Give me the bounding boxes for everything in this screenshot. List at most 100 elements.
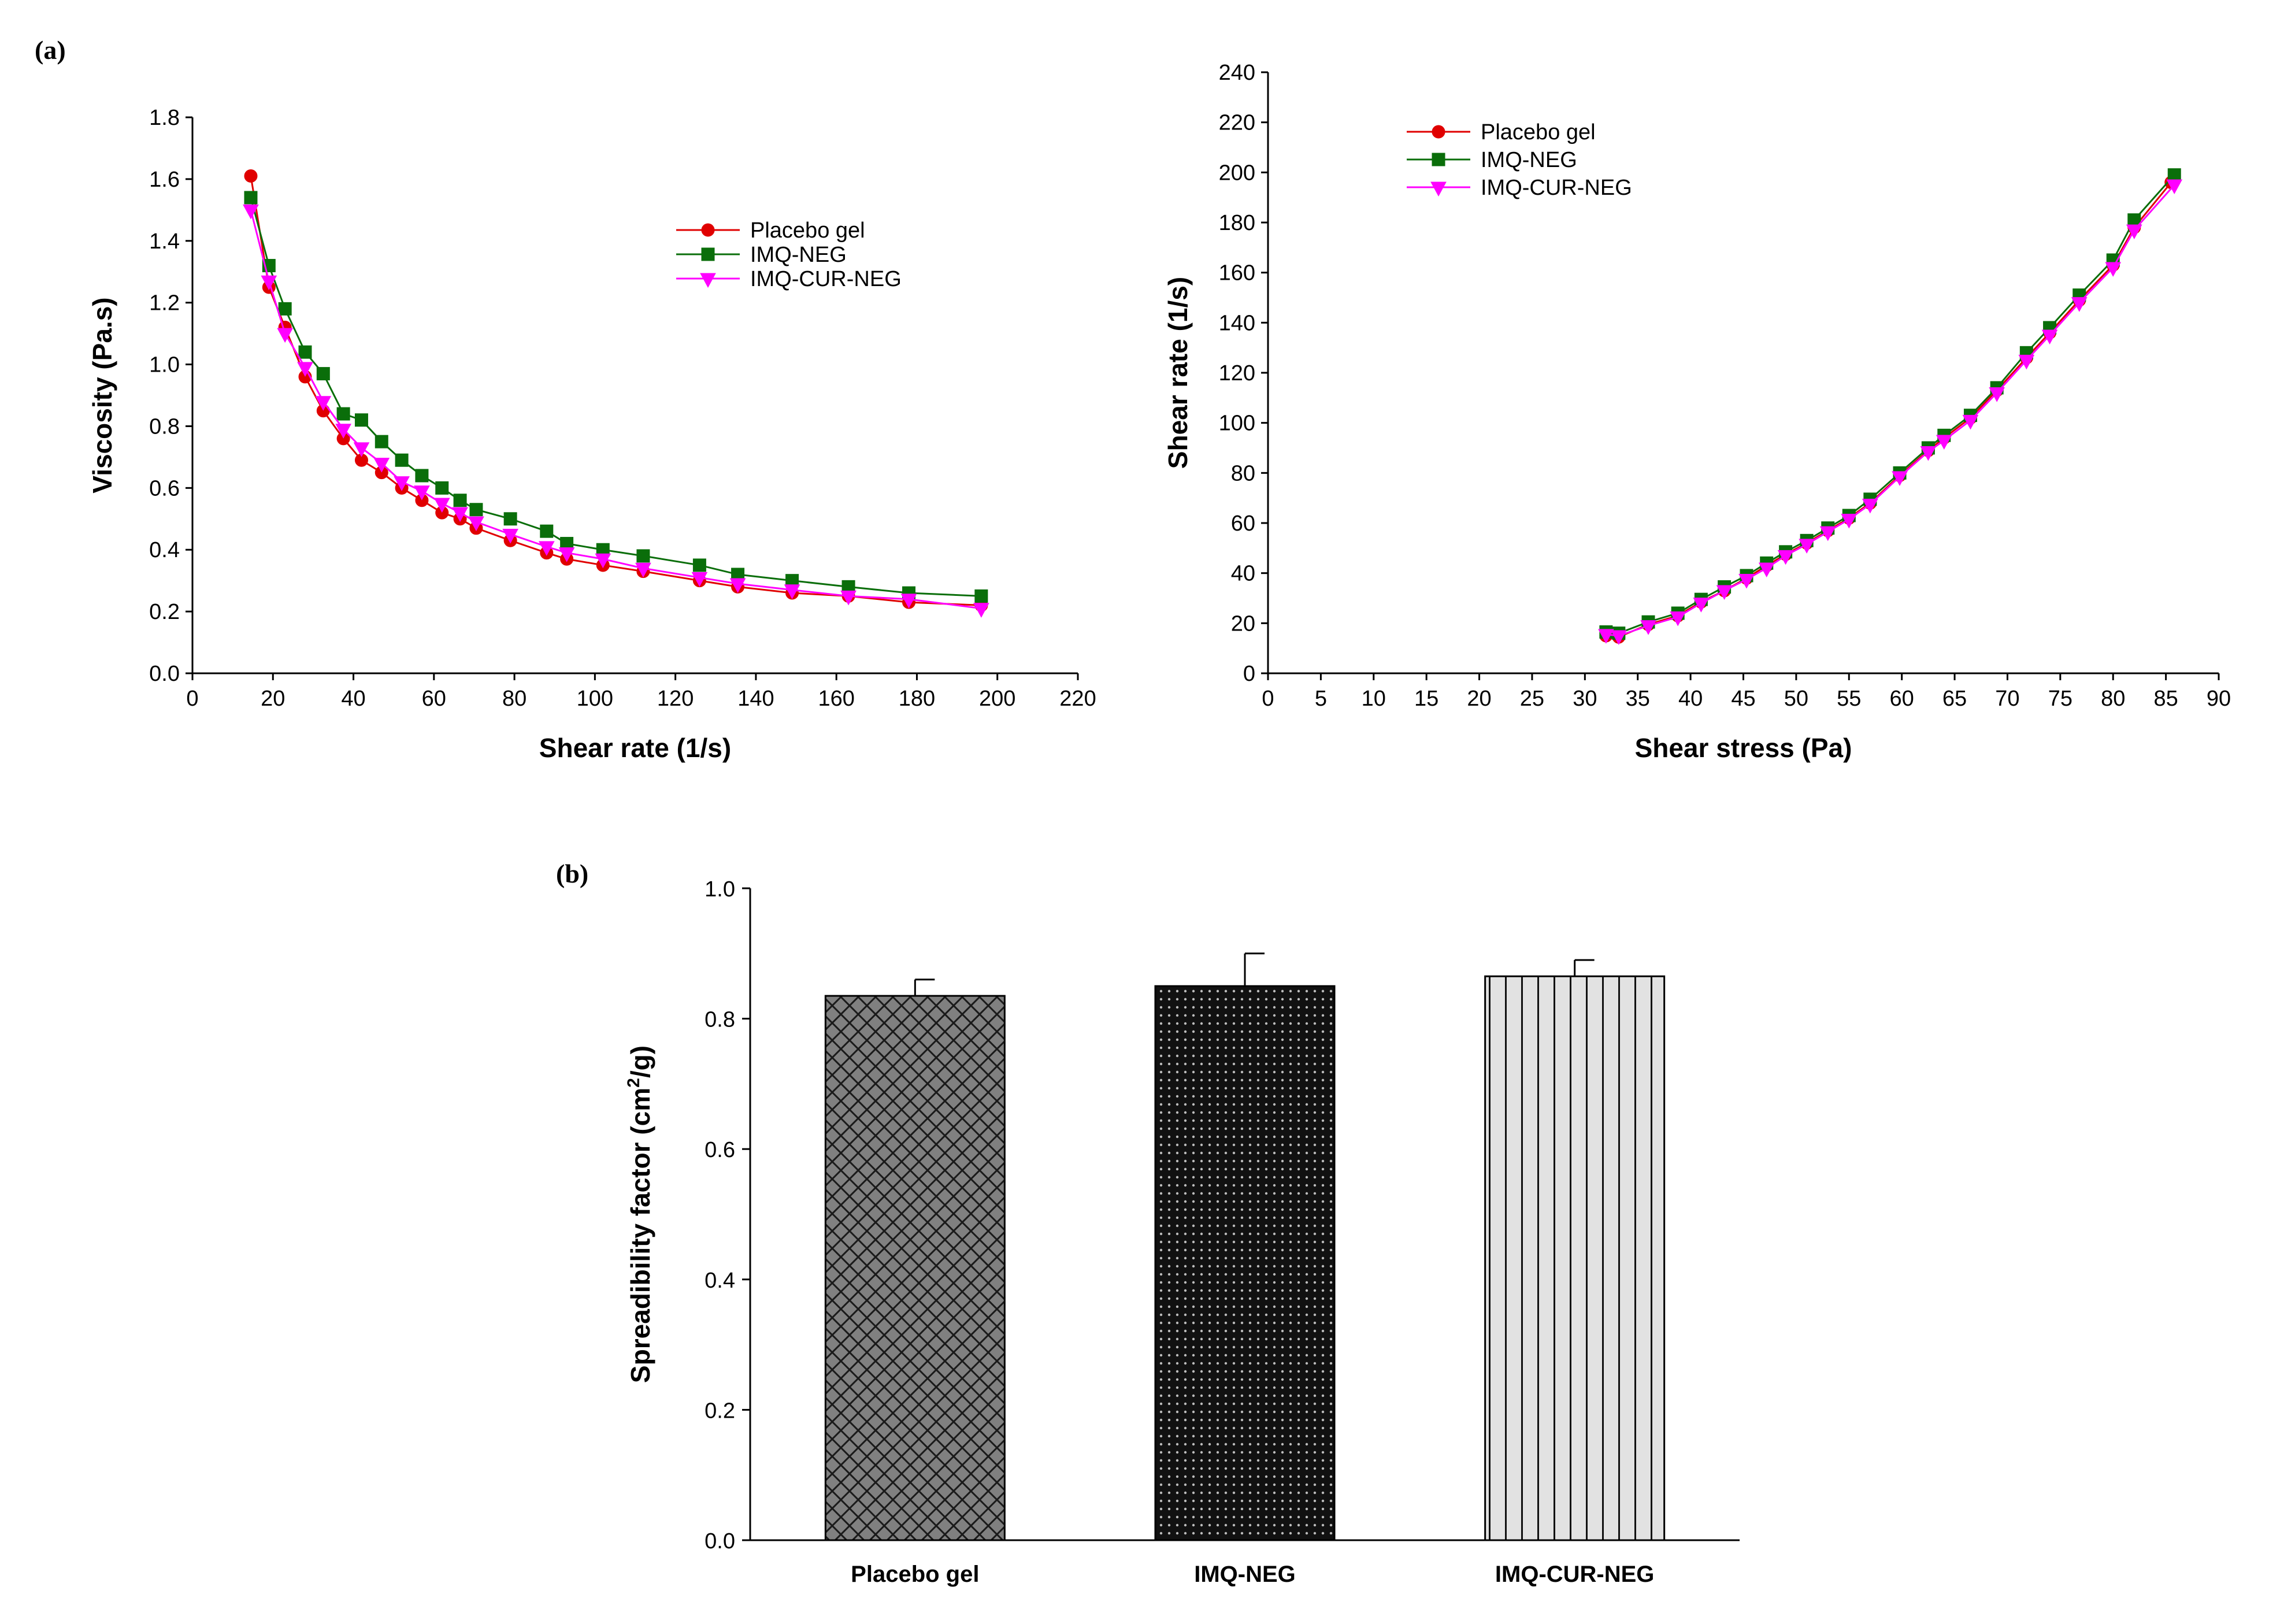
data-point: [2126, 224, 2142, 240]
data-point: [452, 507, 468, 522]
y-tick-label: 0.4: [149, 538, 180, 562]
y-tick-label: 1.2: [149, 291, 180, 316]
data-point: [375, 435, 388, 448]
x-tick-label: 140: [737, 687, 774, 711]
data-point: [354, 413, 368, 427]
y-tick-label: 80: [1231, 461, 1255, 485]
data-point: [1598, 629, 1614, 644]
legend-label: Placebo gel: [1481, 120, 1596, 144]
series-imq-cur-neg: [1598, 179, 2183, 646]
category-label: Placebo gel: [851, 1562, 979, 1587]
x-tick-label: 60: [422, 687, 446, 711]
y-tick-label: 120: [1219, 361, 1255, 385]
x-tick-label: 120: [657, 687, 694, 711]
data-point: [1841, 514, 1858, 529]
y-tick-label: 0.6: [705, 1138, 735, 1162]
data-point: [353, 442, 370, 457]
y-tick-label: 200: [1219, 161, 1255, 185]
series-placebo-gel: [1599, 176, 2178, 644]
y-tick-label: 20: [1231, 611, 1255, 636]
series-line: [1606, 174, 2175, 635]
y-tick-label: 180: [1219, 211, 1255, 235]
data-point: [1758, 562, 1775, 578]
x-tick-label: 160: [818, 687, 854, 711]
data-point: [335, 424, 351, 439]
series-placebo-gel: [244, 169, 988, 612]
data-point: [315, 396, 332, 411]
data-point: [1777, 550, 1794, 565]
y-tick-label: 0: [1243, 662, 1255, 686]
series-line: [250, 209, 982, 610]
panel-label-b: (b): [556, 859, 589, 888]
data-point: [1799, 539, 1815, 554]
series-line: [250, 197, 981, 597]
x-tick-label: 0: [1262, 687, 1274, 711]
x-tick-label: 75: [2048, 687, 2072, 711]
x-tick-label: 35: [1626, 687, 1650, 711]
x-tick-label: 65: [1942, 687, 1967, 711]
legend-label: IMQ-CUR-NEG: [1481, 176, 1632, 200]
x-tick-label: 100: [577, 687, 613, 711]
spreadability-chart: 0.0 0.2 0.4 0.6 0.8 1.0 Placebo gel IMQ-NEG IMQ-…: [624, 877, 1740, 1587]
legend-marker: [701, 247, 715, 261]
data-point: [692, 558, 706, 572]
x-tick-label: 90: [2207, 687, 2231, 711]
y-tick-label: 60: [1231, 511, 1255, 536]
y-tick-label: 0.2: [705, 1399, 735, 1423]
x-tick-label: 55: [1837, 687, 1861, 711]
data-point: [1670, 611, 1686, 626]
data-point: [2018, 354, 2035, 370]
data-point: [453, 494, 467, 507]
data-point: [1962, 414, 1979, 430]
series-imq-neg: [1599, 168, 2181, 640]
data-point: [1738, 574, 1755, 589]
x-tick-label: 60: [1890, 687, 1914, 711]
data-point: [973, 603, 989, 618]
x-tick-label: 50: [1784, 687, 1808, 711]
legend-marker: [1430, 181, 1447, 197]
data-point: [298, 345, 312, 359]
series-imq-neg: [244, 191, 988, 603]
data-point: [244, 191, 258, 205]
x-tick-label: 30: [1573, 687, 1597, 711]
y-tick-label: 0.0: [705, 1529, 735, 1553]
x-tick-label: 0: [186, 687, 198, 711]
data-point: [414, 485, 430, 500]
data-point: [503, 512, 517, 526]
viscosity-chart: 0 20 40 60 80 100 120 140 160 180 200 220 0.0 0.2 0.4 0…: [87, 106, 1096, 763]
y-axis-label: Viscosity (Pa.s): [87, 297, 117, 493]
data-point: [469, 503, 483, 517]
data-point: [784, 584, 800, 599]
data-point: [538, 541, 555, 556]
data-point: [1610, 630, 1627, 646]
data-point: [1819, 526, 1836, 542]
x-axis-label: Shear stress (Pa): [1635, 733, 1852, 763]
x-tick-label: 20: [1467, 687, 1491, 711]
y-tick-label: 40: [1231, 562, 1255, 586]
data-point: [435, 481, 449, 495]
data-point: [900, 594, 917, 609]
series-line: [1606, 184, 2175, 637]
x-tick-label: 180: [899, 687, 935, 711]
y-axis-label: Shear rate (1/s): [1163, 277, 1193, 469]
y-tick-label: 100: [1219, 411, 1255, 436]
y-axis-label-superscript: 2: [624, 1078, 643, 1088]
x-tick-label: 5: [1315, 687, 1327, 711]
data-point: [595, 553, 611, 569]
x-tick-label: 80: [2101, 687, 2125, 711]
data-point: [1936, 435, 1952, 450]
data-point: [502, 529, 518, 544]
data-point: [2041, 329, 2058, 345]
data-point: [2166, 179, 2183, 195]
y-tick-label: 1.6: [149, 168, 180, 192]
data-point: [1640, 620, 1656, 635]
y-tick-label: 0.8: [705, 1008, 735, 1032]
data-point: [373, 458, 390, 473]
y-tick-label: 240: [1219, 61, 1255, 85]
legend-label: Placebo gel: [750, 218, 865, 243]
legend-marker: [1432, 153, 1445, 166]
data-point: [243, 204, 259, 220]
data-point: [1693, 598, 1710, 613]
data-point: [394, 476, 410, 491]
x-tick-label: 10: [1362, 687, 1386, 711]
